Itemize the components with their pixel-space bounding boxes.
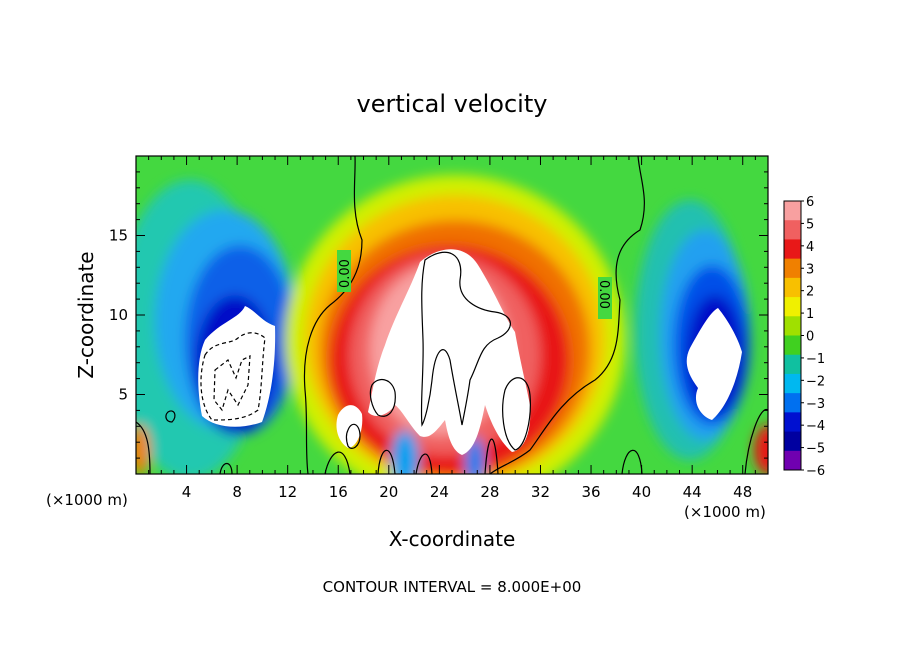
colorbar-label: 5 [806,217,814,232]
contour-bottom-4 [484,438,499,474]
colorbar-swatch [784,450,801,471]
colorbar-label: −4 [806,419,825,434]
colorbar-swatch [784,201,801,221]
contour-bottom-3 [415,453,433,474]
plot-area: 0.00 0.00 [136,156,768,474]
zero-contour-right [489,156,645,474]
colorbar-swatch [784,431,801,452]
colorbar-swatch [784,220,801,240]
colorbar-swatch [784,354,801,375]
zero-contour-left [303,156,363,474]
contour-bottom-mid-left [219,462,233,474]
colorbar-label: −6 [806,464,825,479]
x-tick-label: 36 [581,483,600,501]
colorbar-swatch [784,316,801,336]
white-region-center [368,249,531,455]
contour-lines [136,156,768,474]
white-region-left [198,306,276,427]
contour-small-left [165,410,176,423]
x-tick-label: 16 [329,483,348,501]
contour-bottom-left [136,421,151,474]
inner-contour-center [420,251,511,427]
dashed-contour-inner [213,354,251,412]
colorbar-label: −3 [806,397,825,412]
x-tick-label: 28 [480,483,499,501]
contour-interval-footer: CONTOUR INTERVAL = 8.000E+00 [323,578,582,596]
x-tick-label: 48 [733,483,752,501]
colorbar-swatch [784,297,801,317]
colorbar-label: 3 [806,262,814,277]
dashed-contour-left [200,332,266,421]
x-tick-labels: 4 8 12 16 20 24 28 32 36 40 44 48 [182,483,752,501]
colorbar-label: 0 [806,330,814,345]
colorbar-swatch [784,412,801,433]
x-tick-label: 12 [278,483,297,501]
contour-label-right: 0.00 [596,280,611,309]
colorbar-swatch [784,258,801,279]
colorbar-label: 6 [806,195,814,210]
inner-contour-c [345,423,361,449]
contour-bottom-2 [377,449,396,474]
colorbar: 6 5 4 3 2 1 0 −1 −2 −3 −4 −5 −6 [783,195,825,479]
x-tick-label: 20 [379,483,398,501]
colorbar-label: −5 [806,442,825,457]
contour-bottom-right-2 [744,409,768,474]
x-axis-label: X-coordinate [389,527,516,551]
colorbar-label: −1 [806,352,825,367]
colorbar-label: 4 [806,240,814,255]
y-axis-label: Z-coordinate [74,251,98,378]
inner-contour-b [502,377,531,451]
chart-title: vertical velocity [357,90,548,118]
y-tick-label: 10 [109,306,128,324]
x-tick-label: 24 [430,483,449,501]
colorbar-label: 1 [806,307,814,322]
colorbar-swatch [784,239,801,260]
contour-label-left: 0.00 [338,259,353,288]
x-tick-label: 8 [232,483,242,501]
x-tick-label: 40 [632,483,651,501]
inner-contour-a [369,378,396,417]
colorbar-label: −2 [806,374,825,389]
colorbar-swatch [784,393,801,413]
x-unit-right: (×1000 m) [684,503,766,521]
colorbar-swatch [784,277,801,298]
x-unit-left: (×1000 m) [46,491,128,509]
y-tick-labels: 5 10 15 [109,227,128,404]
colorbar-swatch [784,335,801,356]
y-tick-label: 5 [118,386,128,404]
contour-bottom-right-1 [621,449,643,474]
x-tick-label: 4 [182,483,192,501]
y-tick-label: 15 [109,227,128,245]
colorbar-swatch [784,373,801,394]
axis-ticks [136,156,768,474]
white-region-right [686,308,742,420]
x-tick-label: 44 [683,483,702,501]
contour-bottom-1 [324,451,351,474]
x-tick-label: 32 [531,483,550,501]
colorbar-label: 2 [806,285,814,300]
